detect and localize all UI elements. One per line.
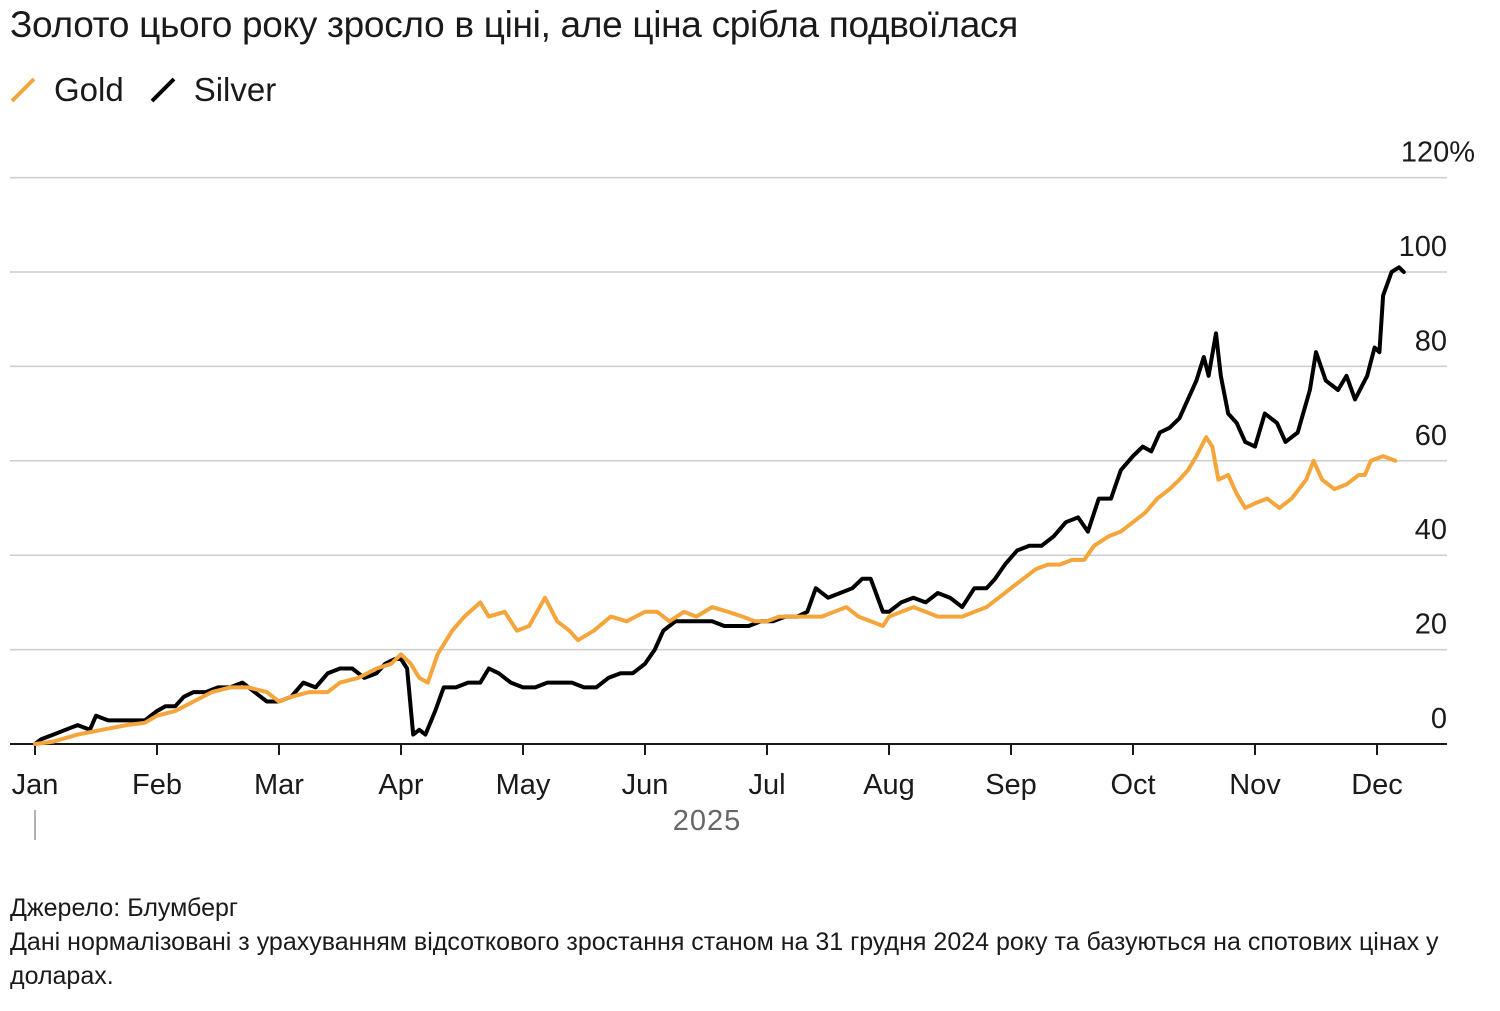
x-tick-label: Dec — [1351, 769, 1403, 801]
y-tick-label: 40 — [1415, 514, 1447, 546]
x-tick-label: May — [496, 769, 551, 801]
series-line-silver — [33, 265, 1406, 746]
x-tick-label: Apr — [378, 769, 423, 801]
y-tick-label: 120% — [1401, 137, 1475, 169]
y-tick-label: 60 — [1415, 420, 1447, 452]
x-tick-label: Feb — [132, 769, 182, 801]
line-chart: 0 20 40 60 80 100 120% Jan Feb Mar Apr May Jun Jul Aug… — [10, 137, 1475, 840]
x-tick-label: Mar — [254, 769, 304, 801]
x-tick-label: Sep — [985, 769, 1037, 801]
year-label: 2025 — [673, 805, 742, 837]
y-tick-label: 0 — [1431, 703, 1447, 735]
source-note: Джерело: Блумберг — [10, 894, 239, 922]
y-tick-label: 100 — [1399, 231, 1447, 263]
y-tick-label: 80 — [1415, 325, 1447, 357]
methodology-note: Дані нормалізовані з урахуванням відсотк… — [10, 928, 1439, 990]
x-tick-label: Aug — [863, 769, 915, 801]
x-tick-label: Jul — [748, 769, 785, 801]
gold-line-icon — [10, 77, 36, 103]
x-tick-label: Jan — [12, 769, 59, 801]
legend: Gold Silver — [10, 70, 276, 110]
series-line-gold — [33, 435, 1398, 746]
legend-item-gold: Gold — [10, 71, 124, 109]
legend-item-silver: Silver — [150, 71, 277, 109]
chart-title: Золото цього року зросло в ціні, але цін… — [10, 4, 1018, 45]
chart-footer: Джерело: Блумберг Дані нормалізовані з у… — [10, 891, 1450, 993]
x-tick-label: Nov — [1229, 769, 1281, 801]
x-tick-label: Jun — [622, 769, 669, 801]
legend-label-gold: Gold — [54, 71, 124, 108]
silver-line-icon — [150, 77, 176, 103]
y-tick-label: 20 — [1415, 609, 1447, 641]
legend-label-silver: Silver — [193, 71, 277, 108]
x-tick-label: Oct — [1110, 769, 1155, 801]
